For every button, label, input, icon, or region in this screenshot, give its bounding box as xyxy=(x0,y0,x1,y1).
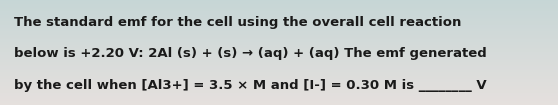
Text: below is +2.20 V: 2Al (s) + (s) → (aq) + (aq) The emf generated: below is +2.20 V: 2Al (s) + (s) → (aq) +… xyxy=(14,47,487,60)
Text: The standard emf for the cell using the overall cell reaction: The standard emf for the cell using the … xyxy=(14,16,461,29)
Text: by the cell when [Al3+] = 3.5 × M and [I-] = 0.30 M is ________ V: by the cell when [Al3+] = 3.5 × M and [I… xyxy=(14,79,487,92)
